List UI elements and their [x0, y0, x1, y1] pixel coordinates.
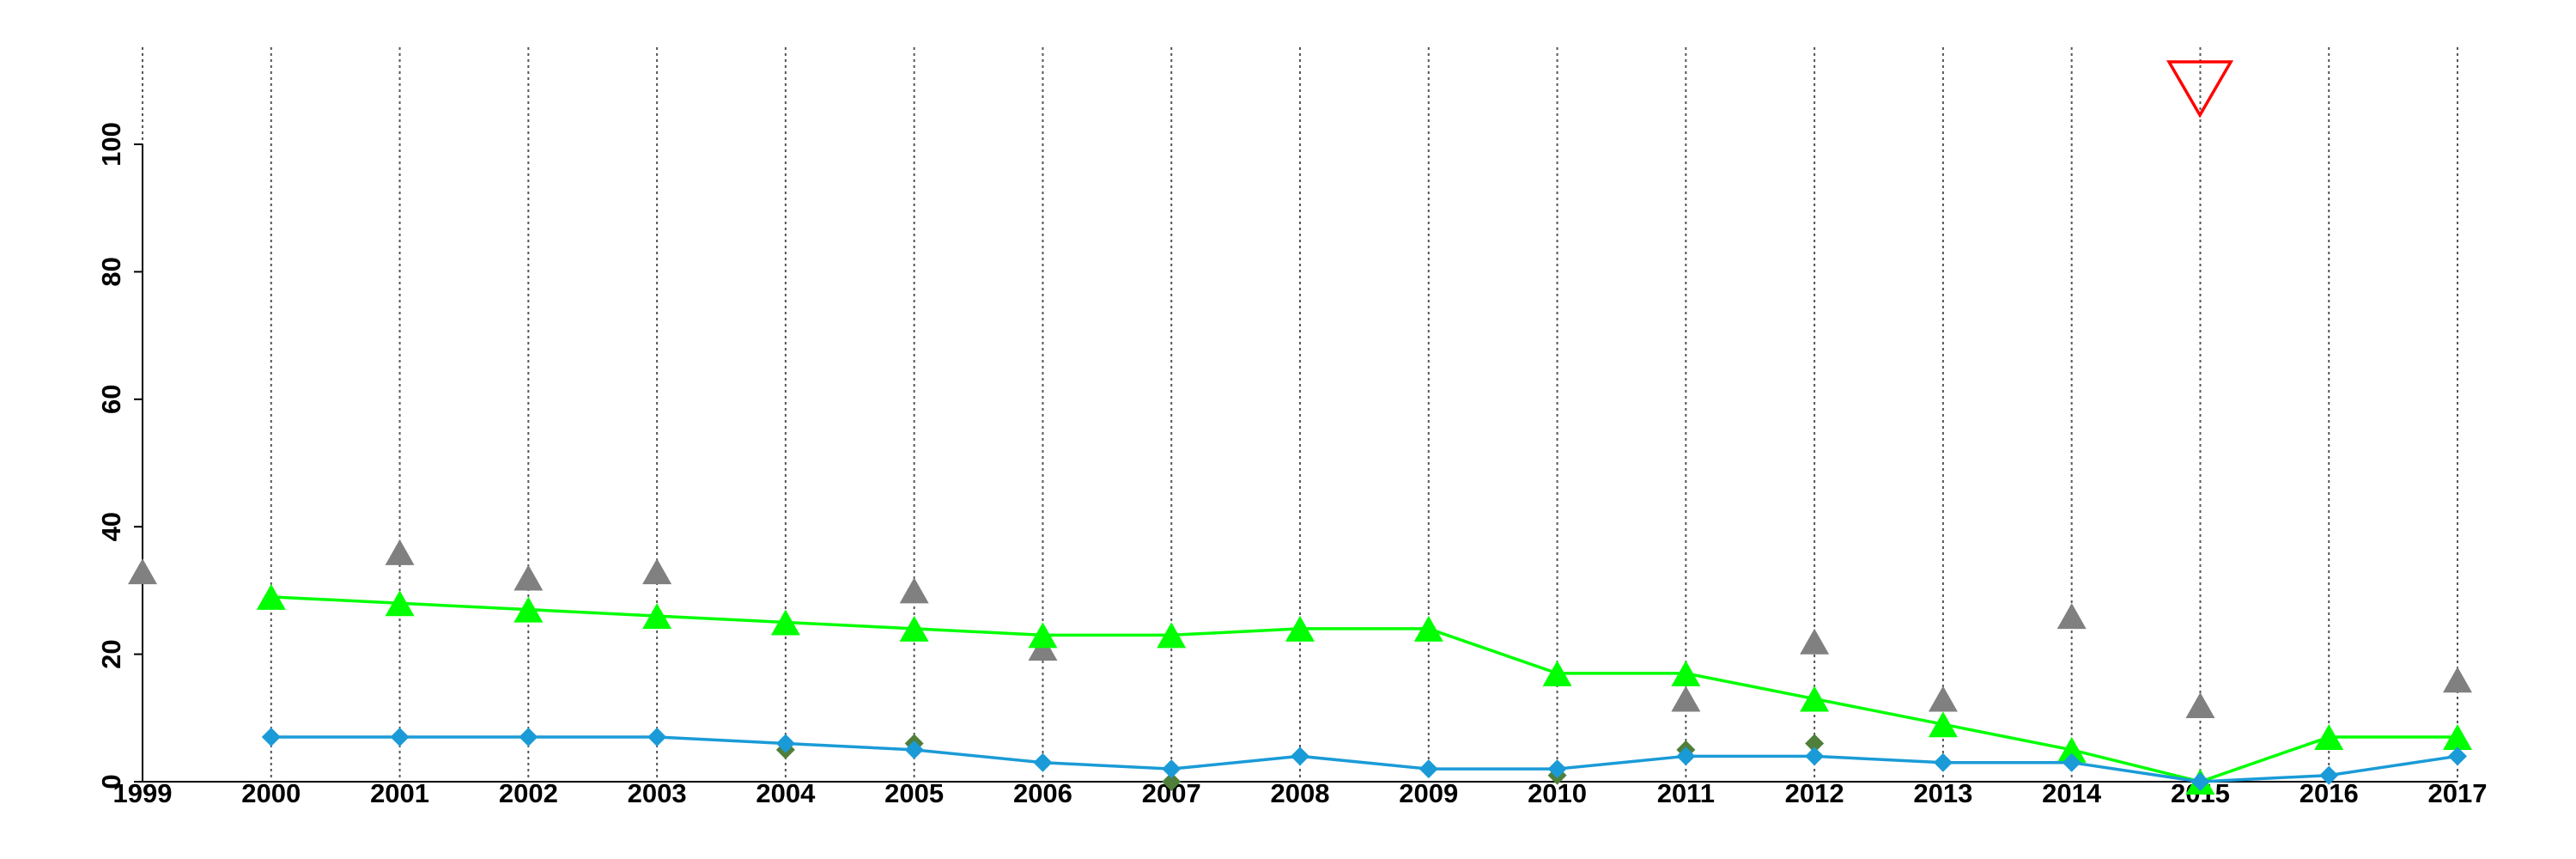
triangle-marker: [1542, 660, 1572, 686]
x-tick-label: 2017: [2428, 778, 2488, 808]
diamond-marker: [1162, 772, 1182, 791]
y-tick-label: 20: [96, 639, 126, 668]
triangle-marker: [1285, 615, 1315, 642]
x-tick-label: 1999: [113, 778, 173, 808]
x-tick-label: 2014: [2042, 778, 2102, 808]
x-tick-label: 2013: [1913, 778, 1972, 808]
flag-marker: [2166, 60, 2234, 119]
triangle-marker: [1028, 622, 1058, 649]
x-tick-label: 2008: [1271, 778, 1330, 808]
diamond-marker: [1162, 759, 1182, 779]
triangle-marker: [2057, 603, 2087, 630]
diamond-marker: [904, 740, 924, 759]
triangle-marker: [1800, 685, 1830, 712]
diamond-marker: [1676, 746, 1696, 766]
diamond-marker: [519, 728, 538, 747]
triangle-marker: [2443, 724, 2472, 751]
triangle-marker: [513, 564, 544, 591]
diamond-marker: [1033, 752, 1053, 772]
diamond-marker: [2190, 772, 2210, 791]
diamond-marker: [1933, 752, 1953, 772]
triangle-marker: [256, 583, 286, 610]
x-tick-label: 2003: [628, 778, 687, 808]
series-line: [270, 595, 2458, 783]
triangle-marker: [1800, 628, 1830, 655]
diamond-marker: [1805, 734, 1825, 753]
diamond-marker: [261, 728, 281, 747]
triangle-marker: [1413, 615, 1443, 642]
diamond-marker: [647, 728, 667, 747]
y-tick-label: 80: [96, 257, 126, 286]
diamond-marker: [2319, 765, 2339, 785]
diamond-marker: [2448, 746, 2467, 766]
triangle-marker: [642, 603, 672, 630]
triangle-marker: [128, 558, 157, 585]
y-tick-label: 40: [96, 512, 126, 541]
triangle-marker: [1671, 660, 1701, 686]
diamond-marker: [1291, 746, 1309, 766]
triangle-marker: [770, 609, 800, 636]
series-line: [270, 735, 2458, 783]
diamond-marker: [1419, 759, 1438, 779]
diamond-marker: [1805, 746, 1825, 766]
triangle-marker: [2314, 724, 2344, 751]
y-tick-label: 100: [96, 122, 126, 167]
triangle-marker: [513, 596, 544, 623]
x-tick-label: 2004: [756, 778, 816, 808]
y-tick-label: 0: [96, 774, 126, 789]
triangle-marker: [899, 615, 929, 642]
x-tick-label: 2001: [370, 778, 429, 808]
diamond-marker: [390, 728, 410, 747]
triangle-marker: [1928, 685, 1958, 712]
diamond-marker: [2062, 752, 2081, 772]
triangle-marker: [1928, 711, 1958, 738]
triangle-marker: [385, 590, 415, 617]
triangle-marker: [2443, 667, 2472, 693]
diamond-marker: [775, 734, 795, 753]
triangle-marker: [642, 558, 672, 585]
triangle-marker: [1157, 622, 1187, 649]
triangle-marker: [2057, 736, 2087, 763]
x-tick-label: 2011: [1657, 778, 1715, 808]
x-tick-label: 2009: [1399, 778, 1458, 808]
diamond-marker: [1547, 759, 1567, 779]
x-tick-label: 2006: [1013, 778, 1072, 808]
triangle-marker: [1671, 685, 1701, 712]
triangle-marker: [899, 577, 929, 604]
triangle-marker: [2185, 691, 2215, 718]
y-tick-label: 60: [96, 385, 126, 414]
x-tick-label: 2005: [884, 778, 944, 808]
x-tick-label: 2000: [241, 778, 301, 808]
triangle-marker: [385, 539, 415, 565]
x-tick-label: 2012: [1785, 778, 1844, 808]
x-tick-label: 2002: [499, 778, 558, 808]
